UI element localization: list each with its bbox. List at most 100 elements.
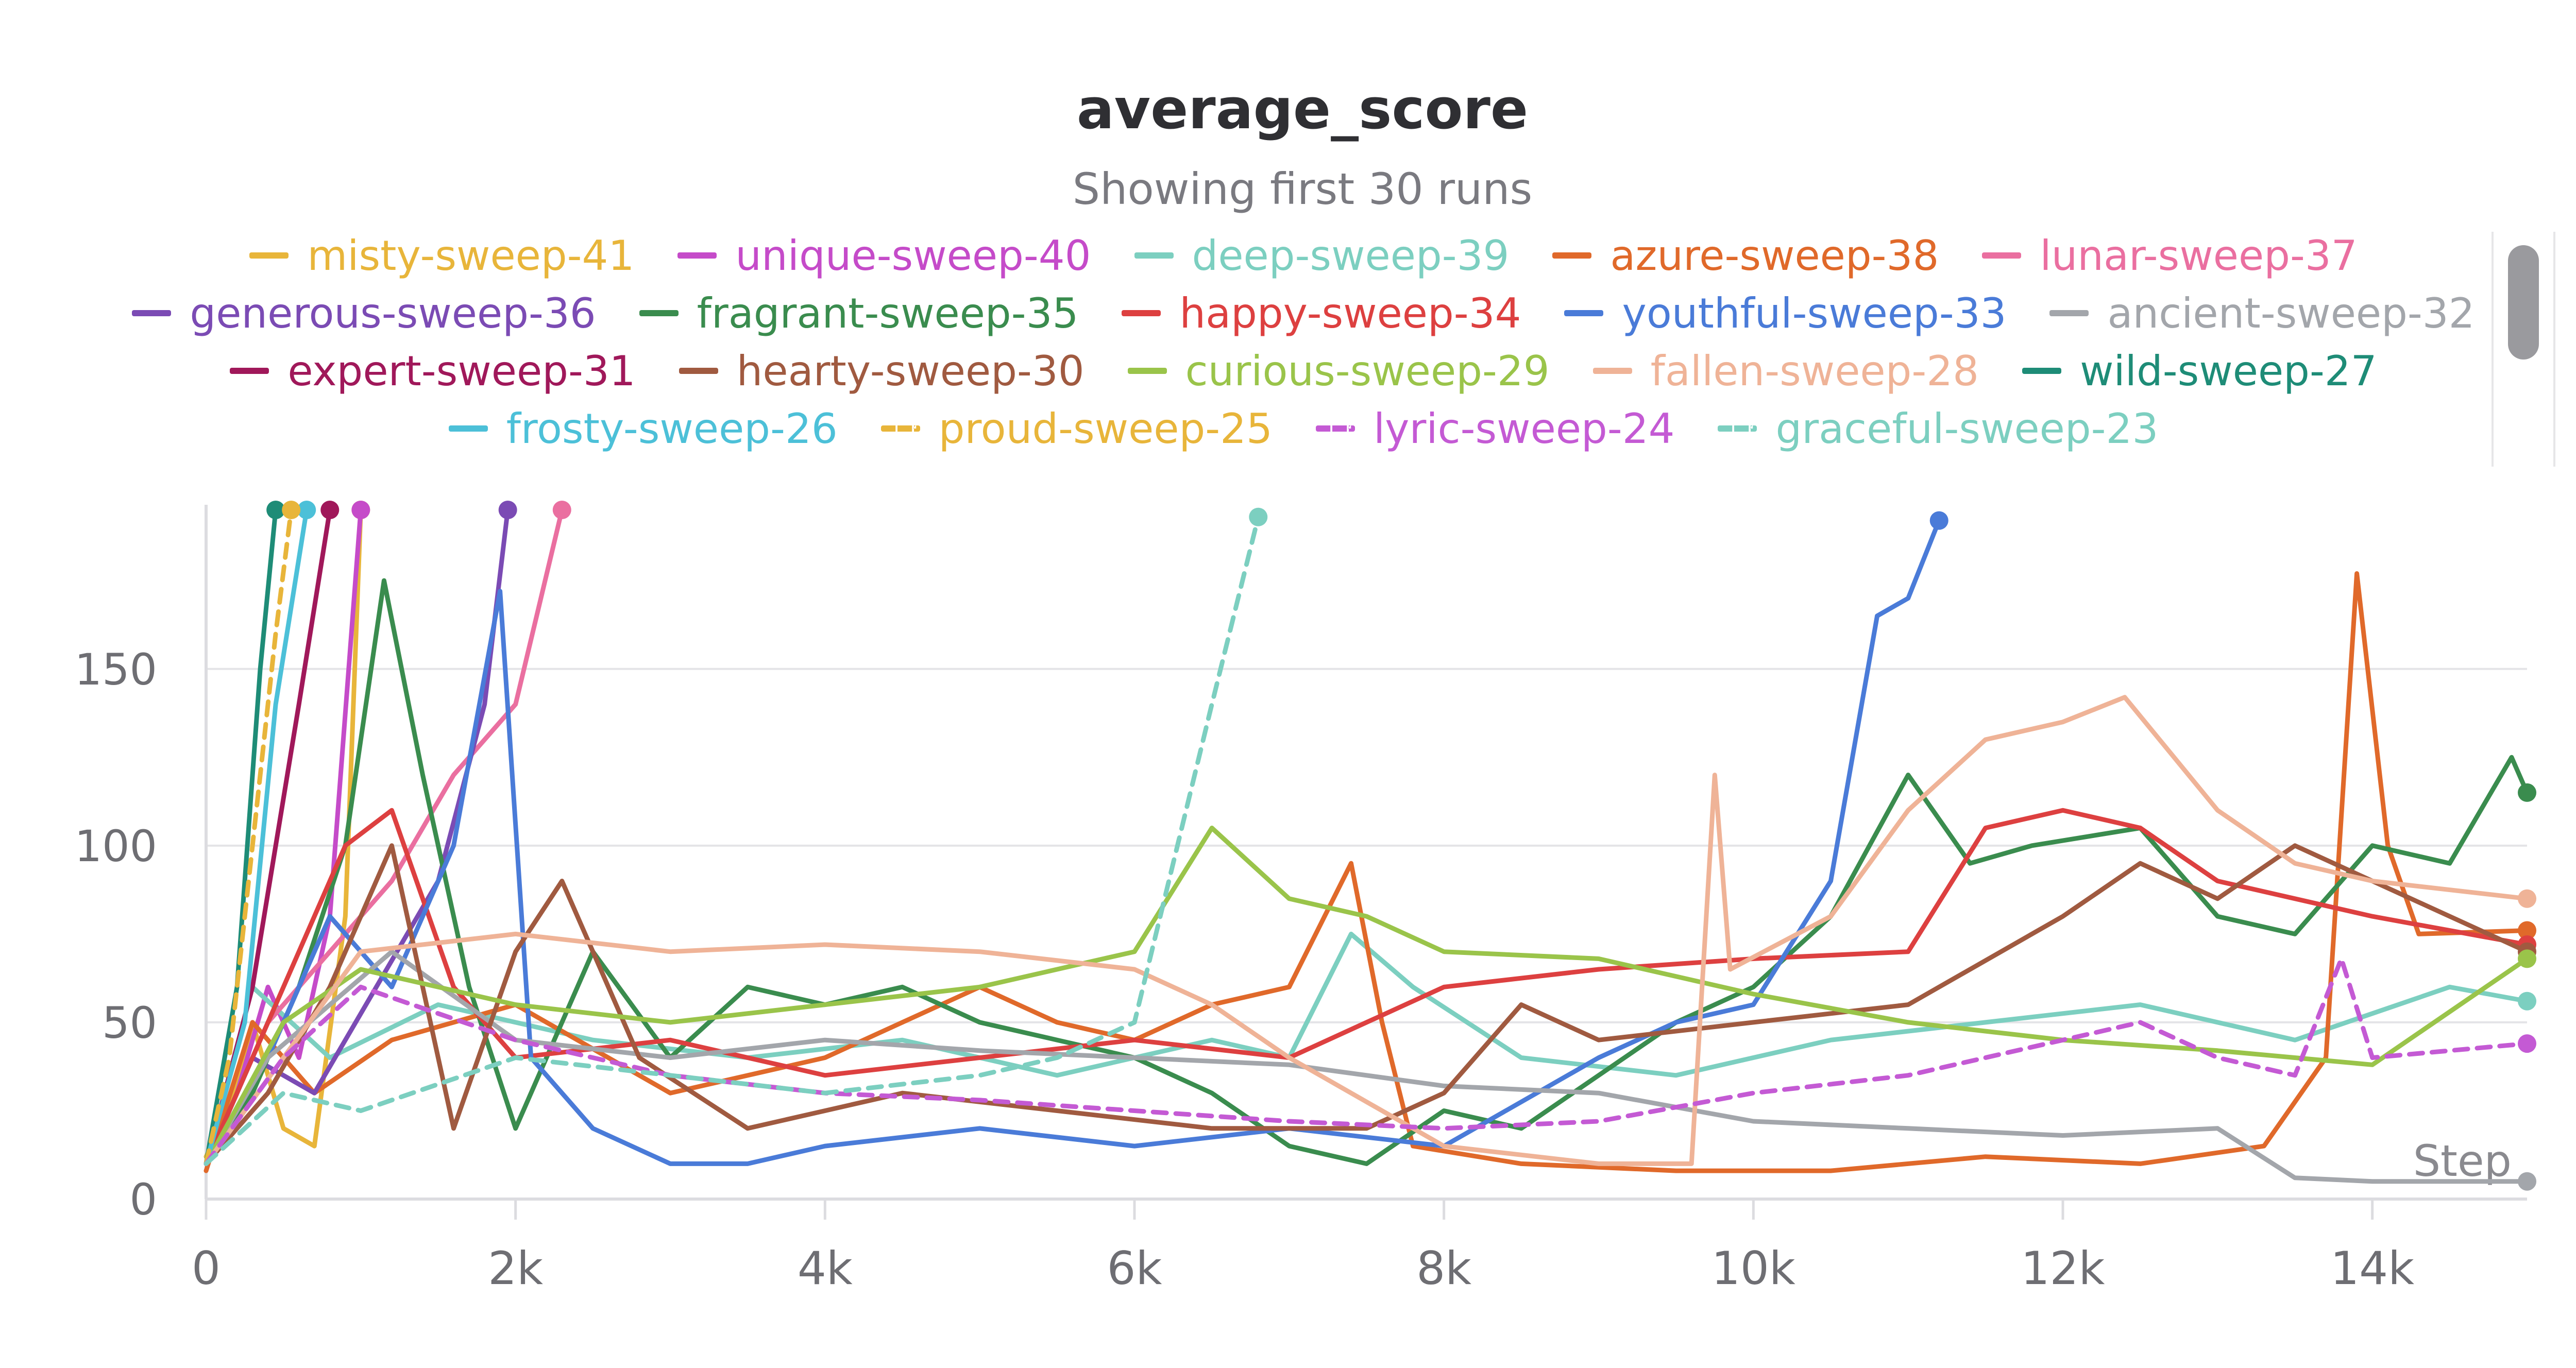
chart-title: average_score [1076,77,1529,142]
legend-swatch [639,310,679,316]
x-tick-label: 2k [488,1242,543,1295]
legend-item[interactable]: azure-sweep-38 [1552,232,1939,280]
legend-label: proud-sweep-25 [938,404,1273,453]
series-endpoint-graceful-sweep-23 [1249,507,1268,526]
x-tick-label: 6k [1107,1242,1162,1295]
legend-label: fragrant-sweep-35 [697,289,1079,337]
series-endpoint-wild-sweep-27 [266,501,285,519]
x-tick-label: 12k [2021,1242,2105,1295]
series-line-graceful-sweep-23 [204,515,1261,1166]
series-endpoint-youthful-sweep-33 [1929,511,1948,530]
series-line-youthful-sweep-33 [204,518,1942,1166]
legend-swatch [1592,368,1632,374]
series-endpoint-curious-sweep-29 [2518,949,2536,968]
x-axis-label: Step [2413,1136,2512,1186]
x-tick-label: 0 [192,1242,221,1295]
legend-swatch [1718,425,1757,432]
legend-item[interactable]: deep-sweep-39 [1134,231,1510,280]
legend-item[interactable]: generous-sweep-36 [132,289,596,337]
legend-swatch [249,252,289,259]
x-tick-label: 8k [1416,1242,1471,1295]
legend-label: lunar-sweep-37 [2040,231,2358,280]
legend-swatch [2022,368,2062,374]
legend-item[interactable]: fragrant-sweep-35 [639,289,1079,337]
legend-item[interactable]: fallen-sweep-28 [1592,347,1979,395]
legend-swatch [2049,310,2089,316]
series-endpoint-lunar-sweep-37 [552,501,571,519]
legend-row: misty-sweep-41 unique-sweep-40 deep-sweep-… [129,227,2478,284]
y-tick-label: 50 [102,998,157,1048]
series-line-frosty-sweep-26 [204,507,309,1166]
series-endpoint-unique-sweep-40 [351,501,370,519]
legend-label: expert-sweep-31 [287,347,636,395]
legend-row: generous-sweep-36 fragrant-sweep-35 happy-… [129,284,2478,342]
legend-swatch [1564,310,1604,316]
y-tick-label: 0 [130,1174,157,1225]
legend-label: hearty-sweep-30 [736,347,1084,395]
legend-swatch [1982,252,2022,259]
series-endpoint-fallen-sweep-28 [2518,889,2536,908]
legend-swatch [1552,252,1592,259]
legend-label: misty-sweep-41 [307,231,635,280]
legend-swatch [677,252,717,259]
legend-label: deep-sweep-39 [1192,231,1510,280]
series-line-hearty-sweep-30 [204,843,2530,1166]
legend-item[interactable]: lunar-sweep-37 [1982,231,2358,280]
legend-item[interactable]: misty-sweep-41 [249,232,634,280]
series-endpoint-expert-sweep-31 [320,501,340,519]
legend-label: graceful-sweep-23 [1775,404,2159,453]
y-tick-label: 100 [75,821,157,871]
legend-label: wild-sweep-27 [2080,347,2377,395]
legend-item[interactable]: youthful-sweep-33 [1564,289,2006,337]
legend-label: curious-sweep-29 [1185,347,1550,395]
x-tick-label: 4k [798,1242,853,1295]
legend-item[interactable]: wild-sweep-27 [2022,347,2377,395]
series-endpoint-azure-sweep-38 [2518,921,2536,940]
series-endpoint-deep-sweep-39 [2518,991,2536,1011]
legend-label: generous-sweep-36 [190,289,596,337]
legend-swatch [1315,425,1355,432]
series-line-fallen-sweep-28 [204,695,2530,1166]
series-line-wild-sweep-27 [204,507,278,1166]
legend-swatch [679,368,718,374]
legend-label: frosty-sweep-26 [506,404,838,453]
legend-item[interactable]: proud-sweep-25 [880,404,1273,453]
legend-label: happy-sweep-34 [1179,289,1521,337]
series-endpoint-lyric-sweep-24 [2518,1034,2536,1053]
legend-item[interactable]: expert-sweep-31 [230,347,636,395]
legend-item[interactable]: lyric-sweep-24 [1315,404,1675,453]
series-endpoint-fragrant-sweep-35 [2518,783,2536,802]
legend-item[interactable]: hearty-sweep-30 [679,347,1084,395]
series-line-happy-sweep-34 [204,808,2530,1166]
legend-label: azure-sweep-38 [1610,231,1939,280]
series-endpoint-proud-sweep-25 [282,501,301,519]
legend-scrollbar[interactable] [2492,232,2555,467]
legend-swatch [1134,252,1174,259]
legend-label: lyric-sweep-24 [1373,404,1675,453]
legend: misty-sweep-41 unique-sweep-40 deep-sweep-… [129,227,2478,469]
x-tick-label: 10k [1711,1242,1795,1295]
legend-swatch [880,425,920,432]
legend-item[interactable]: curious-sweep-29 [1127,347,1550,395]
legend-item[interactable]: happy-sweep-34 [1122,289,1521,337]
series-line-curious-sweep-29 [204,826,2530,1166]
legend-row: frosty-sweep-26 proud-sweep-25 lyric-sweep… [129,400,2478,457]
legend-label: ancient-sweep-32 [2107,289,2475,337]
legend-item[interactable]: frosty-sweep-26 [448,404,838,453]
series-line-proud-sweep-25 [204,507,294,1166]
series-endpoint-ancient-sweep-32 [2518,1172,2536,1191]
series-line-deep-sweep-39 [204,931,2530,1166]
legend-scroll-thumb[interactable] [2508,245,2539,360]
legend-swatch [1127,368,1167,374]
legend-item[interactable]: ancient-sweep-32 [2049,289,2475,337]
legend-swatch [132,310,172,316]
legend-swatch [448,425,488,432]
series-line-azure-sweep-38 [204,571,2530,1173]
series-line-fragrant-sweep-35 [204,578,2530,1166]
legend-swatch [1122,310,1161,316]
legend-row: expert-sweep-31 hearty-sweep-30 curious-sw… [129,342,2478,400]
legend-item[interactable]: graceful-sweep-23 [1718,405,2158,453]
legend-item[interactable]: unique-sweep-40 [677,232,1091,280]
y-tick-label: 150 [75,644,157,695]
